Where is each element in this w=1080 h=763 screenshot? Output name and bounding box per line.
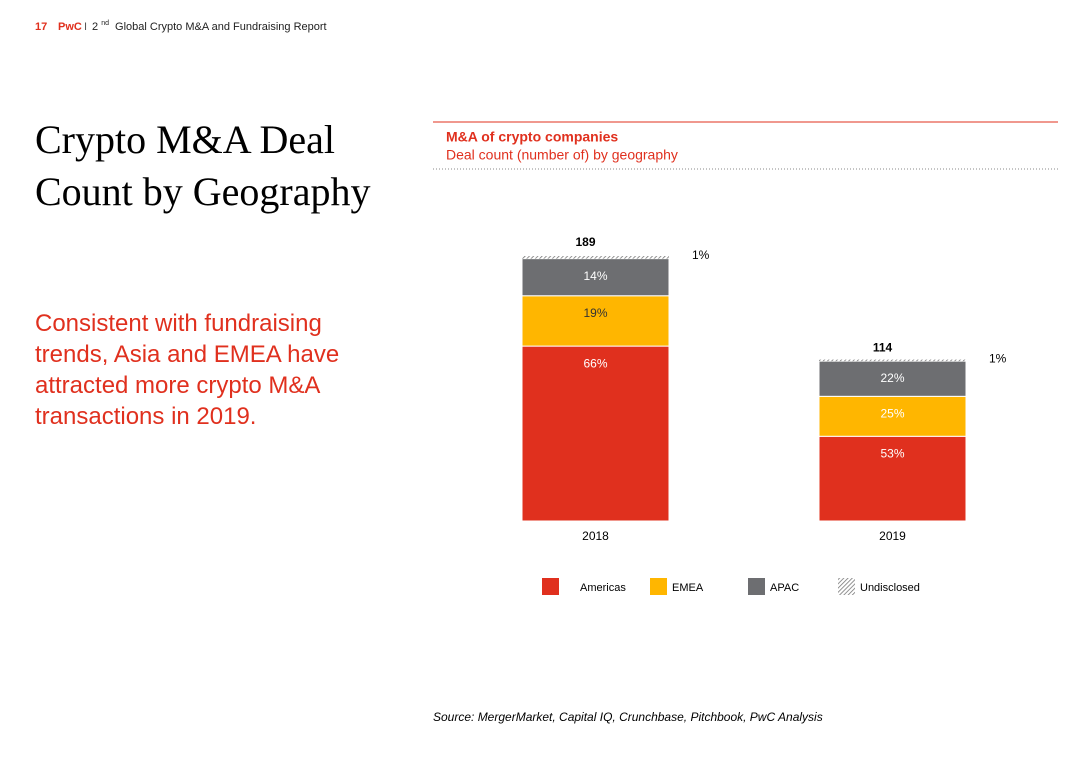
- legend-label: EMEA: [672, 582, 704, 594]
- x-tick-label: 2018: [582, 529, 609, 543]
- value-label: 14%: [583, 269, 607, 283]
- separator: I: [84, 21, 87, 33]
- bar-segment: [819, 359, 966, 362]
- body-text: Consistent with fundraising trends, Asia…: [35, 310, 340, 430]
- brand: PwC: [58, 21, 82, 33]
- value-label: 19%: [583, 306, 607, 320]
- legend-swatch: [748, 578, 765, 595]
- x-tick-label: 2019: [879, 529, 906, 543]
- legend-label: Americas: [580, 582, 626, 594]
- bar-segment: [521, 345, 670, 522]
- bar-segment: [818, 435, 967, 522]
- chart-subtitle: Deal count (number of) by geography: [446, 147, 678, 163]
- source: Source: MergerMarket, Capital IQ, Crunch…: [433, 710, 823, 724]
- legend-swatch: [838, 578, 855, 595]
- value-label: 66%: [583, 356, 607, 370]
- value-label: 1%: [692, 248, 710, 262]
- bar-segment: [818, 360, 967, 397]
- page-number: 17: [35, 21, 47, 33]
- total-label: 114: [873, 340, 893, 354]
- legend-label: Undisclosed: [860, 582, 920, 594]
- value-label: 53%: [880, 446, 904, 460]
- legend-swatch: [542, 578, 559, 595]
- chart-title: M&A of crypto companies: [446, 129, 618, 145]
- report-name: Global Crypto M&A and Fundraising Report: [115, 21, 327, 33]
- edition-suffix: nd: [101, 20, 109, 27]
- value-label: 22%: [880, 371, 904, 385]
- value-label: 25%: [880, 406, 904, 420]
- bar-segment: [521, 258, 670, 297]
- legend-swatch: [650, 578, 667, 595]
- legend-label: APAC: [770, 582, 799, 594]
- total-label: 189: [575, 235, 595, 249]
- edition-number: 2: [92, 21, 98, 33]
- bar-segment: [818, 395, 967, 437]
- bar-segment: [522, 256, 669, 259]
- headline: Crypto M&A Deal Count by Geography: [35, 117, 371, 214]
- value-label: 1%: [989, 352, 1007, 366]
- header: 17 PwC I 2 nd Global Crypto M&A and Fund…: [35, 17, 327, 33]
- bar-segment: [521, 295, 670, 347]
